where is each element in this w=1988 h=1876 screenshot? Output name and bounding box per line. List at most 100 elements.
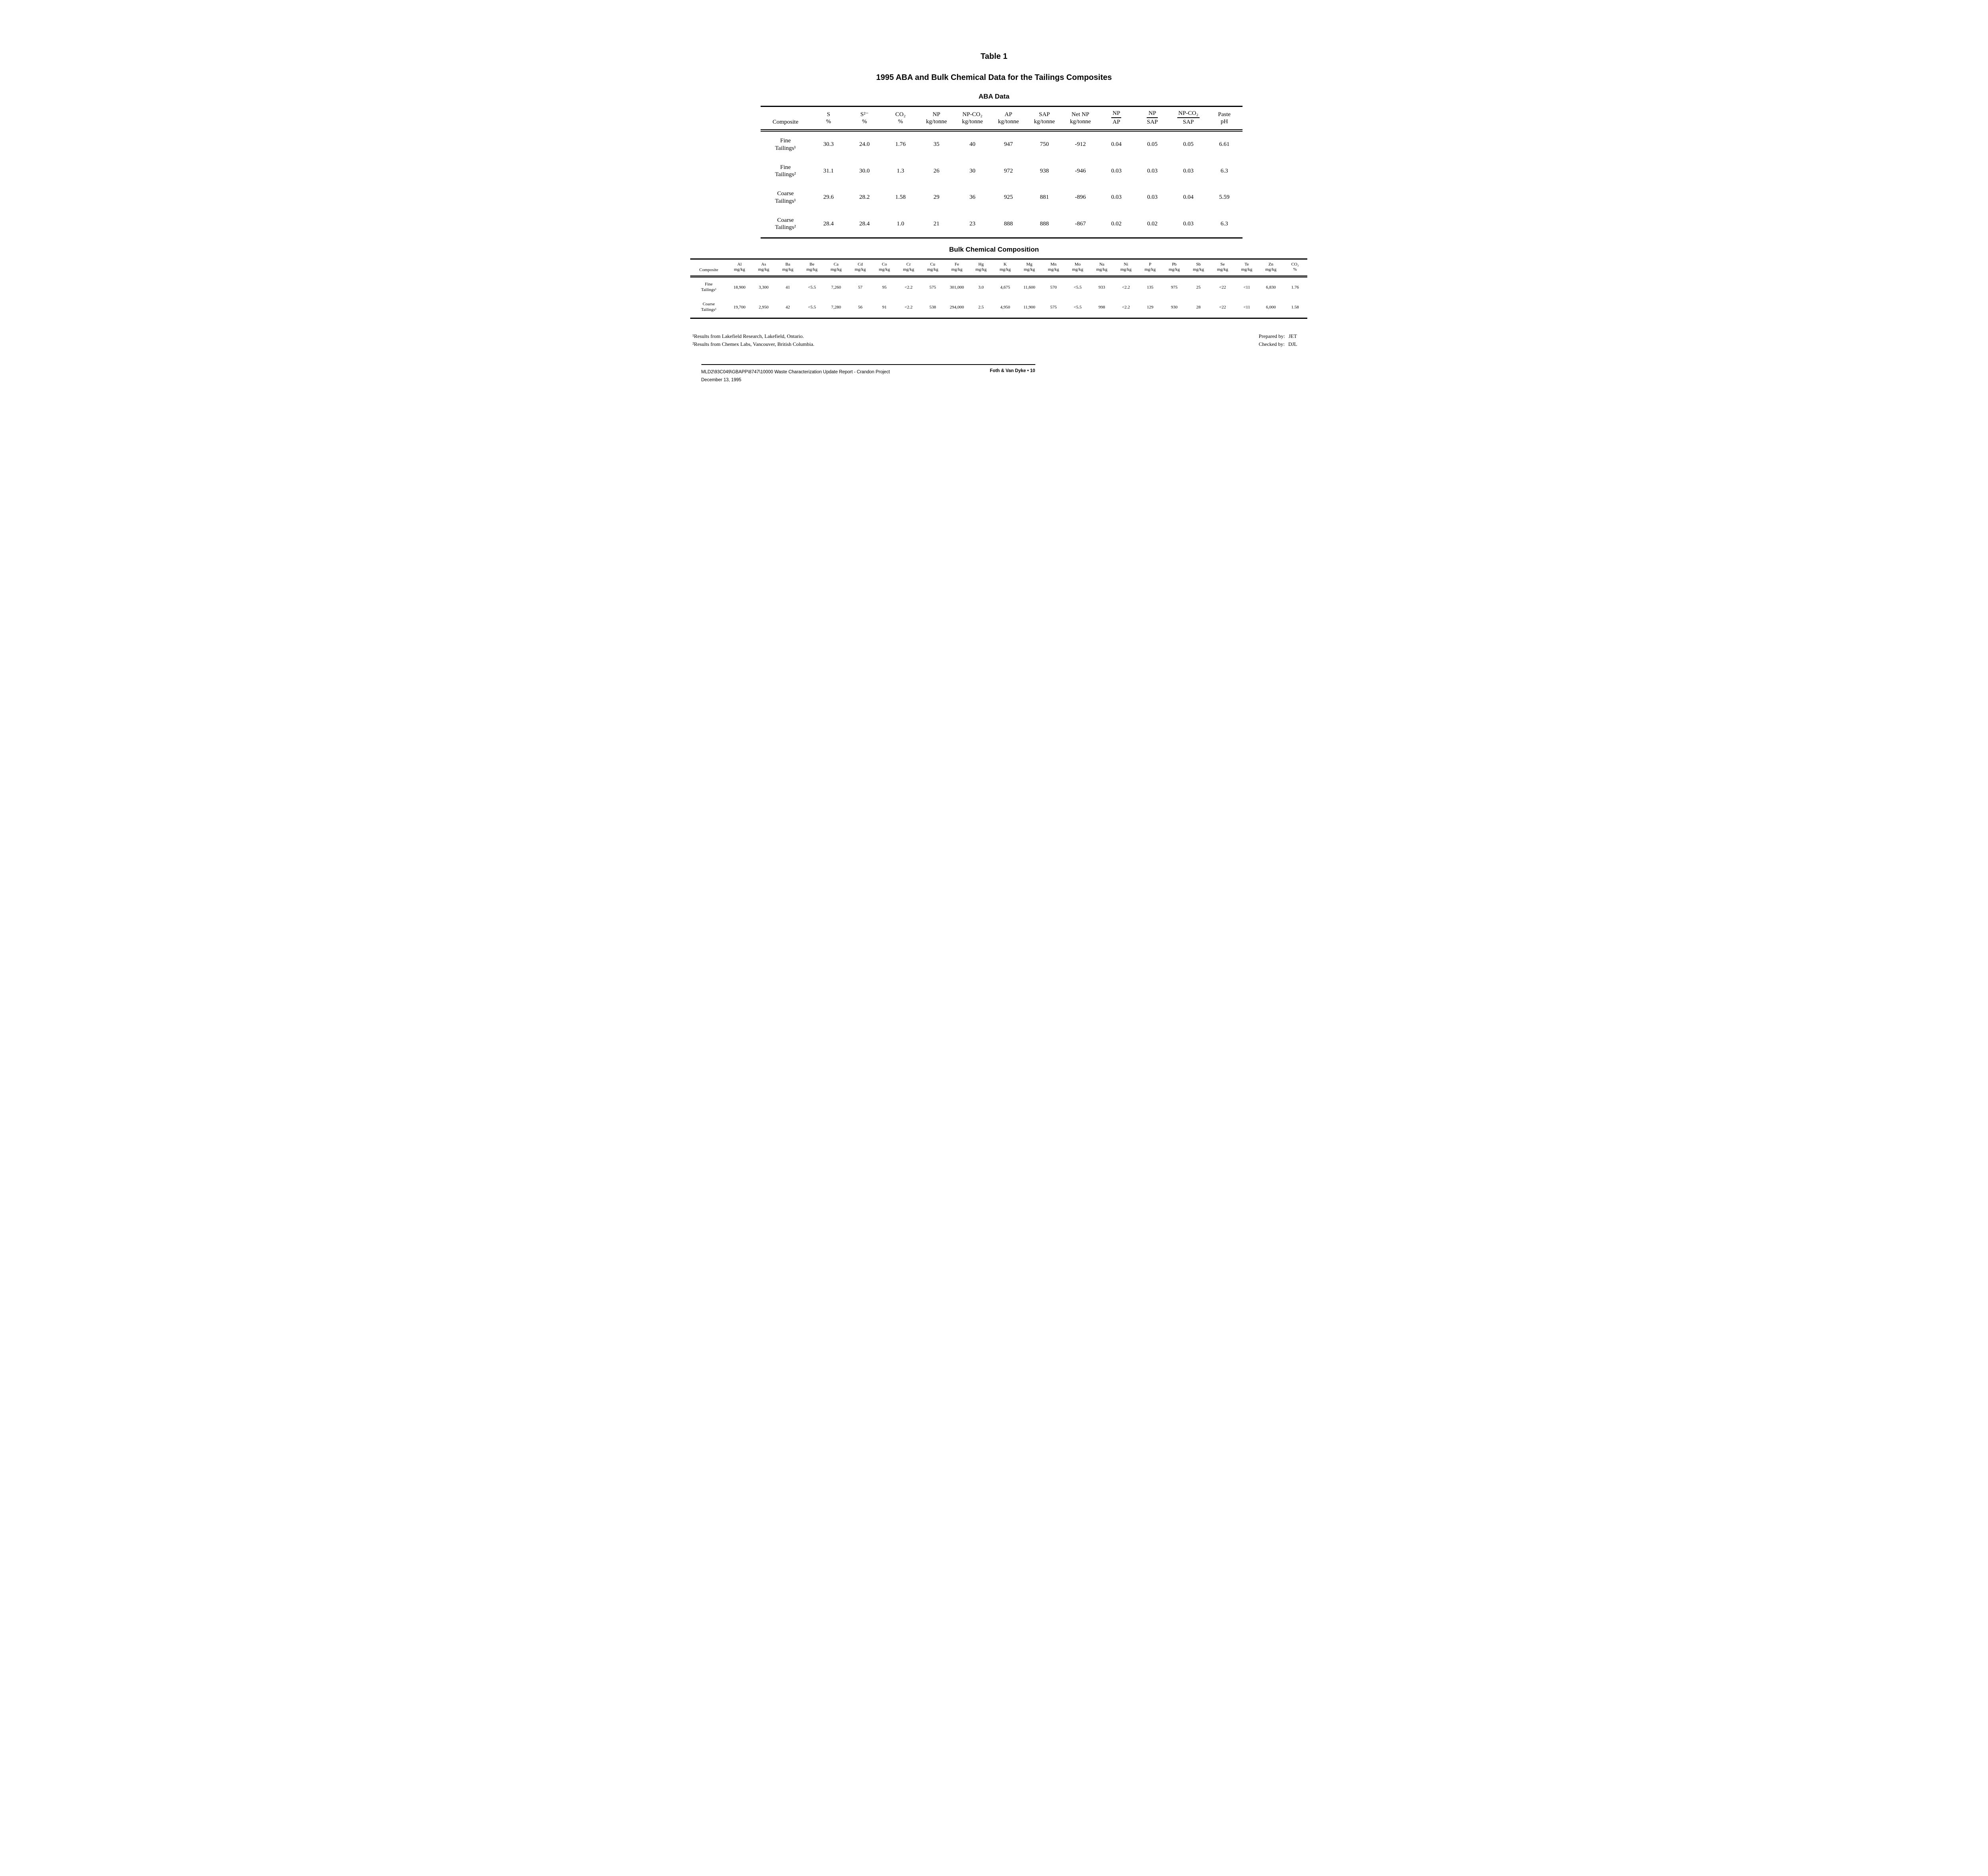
cell: 40 [969, 141, 976, 148]
column-header-mn: Mn mg/kg [1041, 259, 1066, 277]
column-label: Ba [785, 262, 790, 267]
column-header-ba: Ba mg/kg [776, 259, 800, 277]
column-unit: mg/kg [1000, 267, 1011, 272]
cell: 0.04 [1111, 141, 1122, 148]
cell: 4,950 [1000, 305, 1010, 310]
column-header-np-ap: NP AP [1098, 106, 1134, 132]
column-label: Paste [1218, 111, 1231, 118]
row-label: Fine Tailings² [761, 158, 811, 185]
cell: <11 [1243, 285, 1250, 290]
column-header-np: NP kg/tonne [918, 106, 955, 132]
document-page: Table 1 1995 ABA and Bulk Chemical Data … [679, 0, 1309, 469]
column-label: Na [1099, 262, 1105, 267]
cell: 933 [1098, 285, 1105, 290]
column-unit: mg/kg [1217, 267, 1228, 272]
row-label: Fine Tailings¹ [761, 130, 811, 158]
column-unit: mg/kg [1072, 267, 1083, 272]
column-unit: kg/tonne [998, 118, 1019, 125]
cell: 30.0 [859, 167, 870, 174]
column-label: Composite [772, 119, 798, 125]
column-unit: mg/kg [1048, 267, 1059, 272]
table-row: Fine Tailings¹ 30.3 24.0 1.76 35 40 947 750 -912 0… [761, 130, 1242, 158]
column-unit: mg/kg [1193, 267, 1204, 272]
column-unit: mg/kg [1265, 267, 1277, 272]
cell: 0.03 [1183, 220, 1194, 227]
cell: 888 [1004, 220, 1013, 227]
cell: 11,600 [1023, 285, 1035, 290]
column-header-sb: Sb mg/kg [1186, 259, 1211, 277]
column-header-be: Be mg/kg [800, 259, 824, 277]
column-label: Co [881, 262, 887, 267]
aba-table: Composite S% S²⁻% CO₂% NP kg/tonne NP-CO₂ kg/to… [760, 106, 1242, 239]
header-row: Composite S% S²⁻% CO₂% NP kg/tonne NP-CO₂ kg/to… [760, 106, 1242, 132]
column-header-ni: Ni mg/kg [1114, 259, 1138, 277]
cell: 18,900 [733, 285, 746, 290]
cell: 1.76 [895, 141, 906, 148]
cell: 23 [969, 220, 976, 227]
column-unit: mg/kg [903, 267, 914, 272]
column-unit: mg/kg [1144, 267, 1156, 272]
cell: 6.3 [1220, 167, 1228, 174]
column-label: S²⁻ [860, 111, 869, 118]
column-unit: mg/kg [951, 267, 963, 272]
column-header-ca: Ca mg/kg [824, 259, 848, 277]
column-header-as: As mg/kg [751, 259, 776, 277]
cell: 998 [1098, 305, 1105, 310]
column-unit: mg/kg [975, 267, 987, 272]
cell: 1.58 [1291, 305, 1299, 310]
cell: 1.3 [897, 167, 905, 174]
cell: 0.03 [1111, 194, 1122, 201]
column-unit: pH [1221, 118, 1228, 125]
footnotes: ¹Results from Lakefield Research, Lakefi… [693, 332, 815, 348]
column-label: AP [1004, 111, 1012, 118]
aba-table-body: Fine Tailings¹ 30.3 24.0 1.76 35 40 947 750 -912 0… [761, 130, 1242, 238]
row-label-line: Coarse [777, 217, 794, 223]
row-label-line: Fine [780, 138, 791, 144]
fraction-numerator: NP [1111, 110, 1122, 118]
row-label-line: Tailings¹ [701, 287, 716, 292]
cell: 57 [858, 285, 863, 290]
cell: 6,000 [1266, 305, 1276, 310]
column-header-fe: Fe mg/kg [945, 259, 969, 277]
fraction-numerator: NP-CO₂ [1177, 110, 1200, 118]
cell: 2,950 [759, 305, 769, 310]
cell: <22 [1219, 305, 1226, 310]
table-row: Coarse Tailings¹ 29.6 28.2 1.58 29 36 925 881 -89… [761, 184, 1242, 211]
cell: 1.58 [895, 194, 906, 201]
column-label: CO₂ [1291, 262, 1299, 267]
cell: <2.2 [905, 285, 913, 290]
cell: 91 [882, 305, 887, 310]
cell: 25 [1196, 285, 1201, 290]
row-label: Coarse Tailings² [761, 211, 811, 238]
column-label: Mg [1026, 262, 1033, 267]
fraction: NP-CO₂ SAP [1177, 110, 1200, 126]
prepared-by-row: Prepared by: JET [1259, 332, 1297, 340]
table-row: Fine Tailings² 31.1 30.0 1.3 26 30 972 938 -946 0.… [761, 158, 1242, 185]
cell: 0.04 [1183, 194, 1194, 201]
footer-document-line: MLD2\93C049\GBAPP\8747\10000 Waste Chara… [701, 370, 890, 374]
column-header-composite: Composite [690, 259, 728, 277]
checked-by-label: Checked by: [1258, 341, 1285, 347]
cell: -946 [1075, 167, 1086, 174]
column-label: Cu [930, 262, 936, 267]
footer-date-line: December 13, 1995 [701, 377, 742, 382]
column-label: Sb [1196, 262, 1201, 267]
row-label-line: Fine [780, 164, 791, 171]
bulk-section-heading: Bulk Chemical Composition [949, 246, 1039, 253]
column-label: Zn [1268, 262, 1274, 267]
column-header-np-co-: NP-CO₂ kg/tonne [954, 106, 990, 132]
cell: 95 [882, 285, 887, 290]
cell: -896 [1075, 194, 1086, 201]
cell: 4,675 [1000, 285, 1010, 290]
bulk-table-header: Composite Al mg/kg As mg/kg Ba mg/kg Be mg/kg Ca m… [690, 259, 1307, 277]
cell: 19,700 [733, 305, 746, 310]
column-label: As [761, 262, 766, 267]
page-subtitle: 1995 ABA and Bulk Chemical Data for the … [876, 73, 1112, 82]
cell: 29.6 [823, 194, 834, 201]
row-label-line: Coarse [703, 302, 715, 307]
prepared-by-label: Prepared by: [1258, 333, 1285, 339]
checked-by-value: DJL [1288, 341, 1297, 347]
column-unit: % [826, 118, 831, 125]
column-unit: kg/tonne [926, 118, 947, 125]
cell: 294,000 [949, 305, 964, 310]
